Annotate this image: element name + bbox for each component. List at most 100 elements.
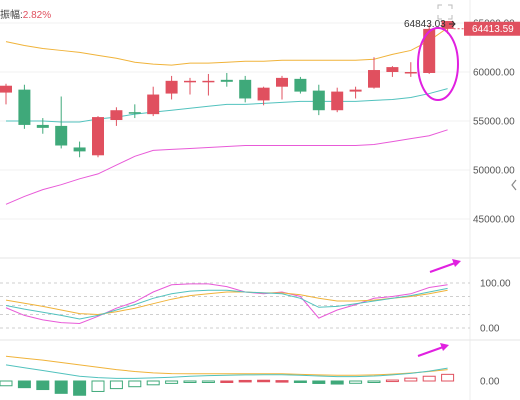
- macd-bar: [146, 380, 160, 386]
- candle-body: [239, 79, 252, 99]
- candle: [220, 72, 233, 87]
- collapse-handle-icon: [511, 179, 517, 191]
- candle: [36, 118, 49, 134]
- candle: [294, 76, 307, 94]
- candle-body: [441, 21, 454, 29]
- candle-body: [36, 124, 49, 128]
- candle: [276, 75, 288, 100]
- trend-arrowhead: [452, 259, 461, 267]
- macd-bar: [404, 377, 418, 382]
- candle-body: [92, 117, 104, 156]
- amplitude-value: 2.82%: [22, 10, 52, 21]
- candle: [312, 84, 325, 116]
- high-price-label: 64843.03: [404, 19, 446, 30]
- candle: [202, 73, 215, 96]
- candle-body: [257, 87, 270, 101]
- macd-bar: [312, 380, 326, 384]
- candle: [73, 141, 86, 158]
- price-tick-label: 55000.00: [473, 117, 515, 128]
- candle: [368, 57, 380, 89]
- candle-body: [331, 91, 344, 111]
- candle: [184, 77, 196, 95]
- high-price-arrow: [449, 20, 456, 28]
- candle-body: [220, 79, 233, 82]
- trend-arrowhead: [440, 343, 449, 351]
- candle-body: [55, 125, 68, 146]
- candle: [165, 75, 178, 100]
- last-price-badge: [464, 21, 520, 36]
- candle-body: [165, 80, 178, 94]
- candle: [404, 62, 417, 77]
- macd-bar: [109, 380, 123, 390]
- oscillator-tick-label: 100.00: [480, 279, 511, 290]
- candle-body: [110, 110, 123, 121]
- macd-bar: [36, 380, 50, 391]
- macd-bar: [349, 380, 363, 384]
- macd-bar: [275, 380, 289, 383]
- macd-bar: [330, 380, 344, 385]
- oscillator-tick-label: 0.00: [480, 324, 500, 335]
- candle-body: [18, 89, 31, 125]
- candle: [257, 86, 270, 106]
- last-price-label: 64413.59: [472, 24, 514, 35]
- macd-bar: [0, 380, 13, 387]
- macd-tick-label: 0.00: [480, 377, 500, 388]
- highlight-circle: [417, 27, 459, 101]
- candle-body: [349, 89, 362, 92]
- candle: [18, 84, 31, 129]
- oscillator-line: [5, 289, 448, 316]
- candle-body: [128, 112, 141, 114]
- macd-bar: [91, 380, 105, 392]
- bollinger-middle-line: [6, 88, 448, 123]
- bollinger-lower-line: [5, 129, 448, 205]
- expand-icon: [437, 4, 453, 20]
- candle-body: [147, 94, 160, 115]
- macd-signal-line: [5, 355, 448, 376]
- macd-signal-line: [5, 364, 448, 379]
- macd-bar: [220, 380, 234, 383]
- macd-bar: [422, 375, 436, 382]
- macd-bar: [128, 380, 142, 388]
- macd-bar: [165, 380, 179, 384]
- candle-body: [312, 90, 325, 111]
- candle-body: [368, 70, 380, 88]
- candle-body: [276, 77, 288, 87]
- candle-body: [386, 67, 399, 72]
- macd-bar: [293, 380, 307, 383]
- trend-arrow: [429, 261, 459, 273]
- candle-body: [423, 28, 436, 73]
- candle-body: [404, 72, 417, 74]
- macd-bar: [238, 379, 252, 383]
- amplitude-caption: 振幅:: [0, 10, 23, 21]
- oscillator-line: [5, 283, 448, 325]
- candle-body: [202, 80, 215, 83]
- candle-body: [73, 147, 86, 152]
- macd-bar: [73, 380, 87, 396]
- macd-bar: [367, 380, 381, 383]
- price-tick-label: 45000.00: [473, 215, 515, 226]
- macd-bar: [17, 380, 31, 389]
- candle: [239, 75, 252, 103]
- macd-bar: [201, 380, 215, 383]
- candle-body: [0, 85, 12, 93]
- macd-bar: [385, 379, 399, 383]
- candle: [386, 66, 399, 77]
- candle: [331, 87, 344, 113]
- macd-bar: [441, 373, 455, 382]
- candle-body: [294, 78, 307, 92]
- macd-bar: [183, 380, 197, 383]
- amplitude-label: 振幅:2.82%: [0, 6, 51, 21]
- price-tick-label: 60000.00: [473, 68, 515, 79]
- candle: [0, 83, 12, 105]
- candle: [110, 107, 123, 126]
- trend-arrow: [417, 345, 447, 357]
- bollinger-upper-line: [5, 27, 448, 66]
- candle: [349, 86, 362, 99]
- candle: [55, 96, 68, 149]
- candle: [147, 86, 160, 117]
- candle: [92, 116, 104, 158]
- candle: [128, 104, 141, 119]
- oscillator-line: [5, 287, 448, 320]
- macd-bar: [54, 380, 68, 394]
